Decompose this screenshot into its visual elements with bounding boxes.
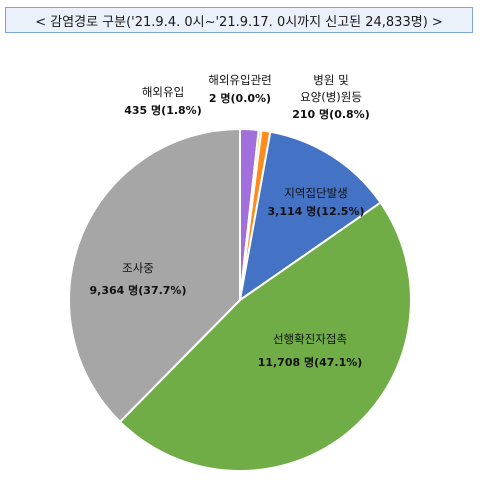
pie-slice — [118, 201, 412, 472]
chart-title: < 감염경로 구분('21.9.4. 0시~'21.9.17. 0시까지 신고된… — [35, 14, 443, 30]
pie-slice — [238, 130, 382, 303]
slice-value-label: 210 명(0.8%) — [292, 107, 369, 121]
slice-label: 선행확진자접촉 — [273, 332, 347, 346]
chart-title-box: < 감염경로 구분('21.9.4. 0시~'21.9.17. 0시까지 신고된… — [5, 7, 473, 33]
slice-value-label: 11,708 명(47.1%) — [258, 355, 363, 369]
slice-label: 조사중 — [122, 261, 154, 275]
slice-value-label: 3,114 명(12.5%) — [268, 204, 365, 218]
slice-label: 지역집단발생 — [284, 186, 347, 200]
pie-labels: 해외유입 435 명(1.8%) 해외유입관련 2 명(0.0%) 병원 및요양(병)원… — [90, 73, 370, 369]
slice-value-label: 2 명(0.0%) — [209, 91, 271, 105]
slice-label: 해외유입 — [142, 85, 184, 99]
slice-value-label: 435 명(1.8%) — [124, 103, 201, 117]
slice-label: 요양(병)원등 — [300, 90, 362, 104]
slice-label: 병원 및 — [313, 73, 348, 87]
slice-label: 해외유입관련 — [208, 73, 271, 87]
slice-value-label: 9,364 명(37.7%) — [90, 283, 187, 297]
pie-slice — [68, 127, 241, 424]
pie-slices — [68, 127, 412, 472]
